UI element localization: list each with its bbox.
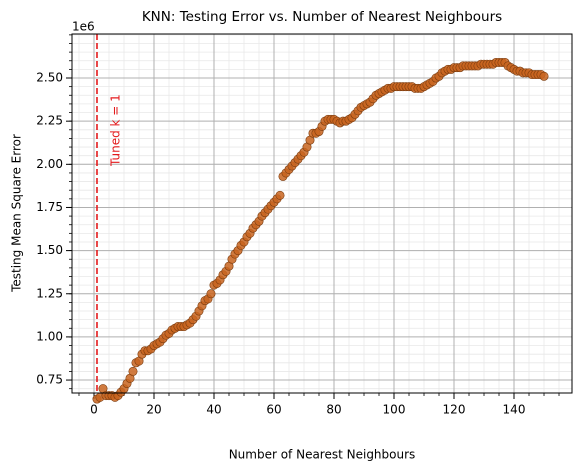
x-tick-label: 120 xyxy=(443,403,466,417)
x-axis-label: Number of Nearest Neighbours xyxy=(229,448,416,462)
y-tick-label: 2.00 xyxy=(36,157,63,171)
x-tick-label: 0 xyxy=(90,403,98,417)
y-tick-label: 2.50 xyxy=(36,71,63,85)
point xyxy=(206,289,216,299)
x-tick-label: 140 xyxy=(503,403,526,417)
plot-frame xyxy=(71,33,573,394)
y-tick-label: 2.25 xyxy=(36,114,63,128)
x-tick-label: 60 xyxy=(266,403,281,417)
y-tick-label: 1.50 xyxy=(36,243,63,257)
x-tick-label: 40 xyxy=(206,403,221,417)
y-offset-label: 1e6 xyxy=(72,20,95,34)
y-tick-label: 0.75 xyxy=(36,373,63,387)
point xyxy=(275,190,285,200)
y-tick-label: 1.75 xyxy=(36,200,63,214)
tuned-k-label: Tuned k = 1 xyxy=(108,94,122,167)
chart-title: KNN: Testing Error vs. Number of Nearest… xyxy=(142,9,502,25)
x-tick-label: 100 xyxy=(383,403,406,417)
x-tick-label: 20 xyxy=(146,403,161,417)
point xyxy=(539,71,549,81)
point xyxy=(128,366,138,376)
y-tick-label: 1.25 xyxy=(36,286,63,300)
y-axis-label: Testing Mean Square Error xyxy=(10,134,24,293)
x-tick-label: 80 xyxy=(326,403,341,417)
y-tick-label: 1.00 xyxy=(36,329,63,343)
